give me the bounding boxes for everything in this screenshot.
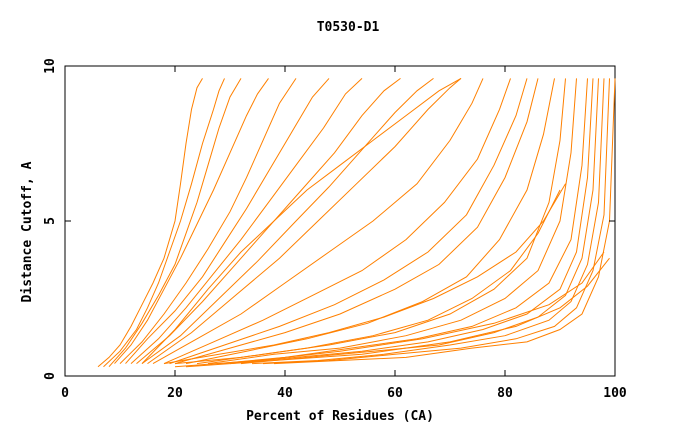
series-line-27 xyxy=(174,251,605,368)
series-line-20 xyxy=(229,78,594,365)
series-line-14 xyxy=(169,78,528,365)
series-line-19 xyxy=(218,78,588,365)
series-line-7 xyxy=(130,78,363,364)
series-line-21 xyxy=(240,78,599,365)
series-line-28 xyxy=(185,257,610,368)
series-line-22 xyxy=(251,78,605,365)
series-line-10 xyxy=(147,78,462,365)
y-tick-label: 10 xyxy=(43,58,58,74)
x-tick-label: 20 xyxy=(167,386,183,401)
series-line-24 xyxy=(273,78,616,365)
series-line-1 xyxy=(97,78,203,368)
chart-title: T0530-D1 xyxy=(317,20,380,35)
series-line-6 xyxy=(125,78,330,364)
series-line-2 xyxy=(103,78,225,368)
x-tick-label: 0 xyxy=(61,386,69,401)
series-line-3 xyxy=(108,78,242,368)
x-axis-label: Percent of Residues (CA) xyxy=(246,409,434,424)
series-line-5 xyxy=(119,78,297,364)
series-line-25 xyxy=(174,189,561,365)
series-line-12 xyxy=(152,78,484,365)
series-line-15 xyxy=(174,78,539,365)
series-layer xyxy=(97,77,616,368)
series-line-11 xyxy=(141,77,462,364)
series-line-23 xyxy=(262,78,610,365)
y-tick-label: 5 xyxy=(43,217,58,225)
y-tick-label: 0 xyxy=(43,372,58,380)
series-line-9 xyxy=(141,78,434,365)
series-line-8 xyxy=(136,78,401,364)
series-line-18 xyxy=(207,78,577,365)
series-line-4 xyxy=(114,78,269,364)
x-tick-label: 60 xyxy=(387,386,403,401)
x-axis-ticks: 0 20 40 60 80 100 xyxy=(61,66,627,401)
y-axis-ticks: 0 5 10 xyxy=(43,58,615,380)
series-line-16 xyxy=(185,78,555,365)
y-axis-label: Distance Cutoff, A xyxy=(20,161,35,302)
x-tick-label: 80 xyxy=(497,386,513,401)
series-line-26 xyxy=(163,183,566,365)
series-line-13 xyxy=(163,78,511,365)
x-tick-label: 100 xyxy=(603,386,627,401)
x-tick-label: 40 xyxy=(277,386,293,401)
